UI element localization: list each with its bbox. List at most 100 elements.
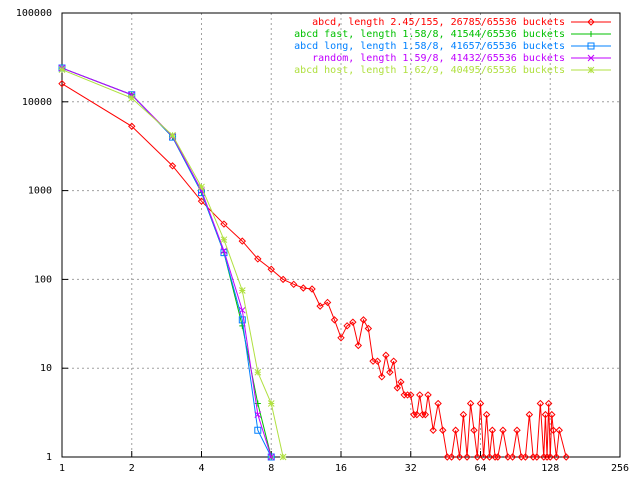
point	[299, 284, 308, 292]
point	[168, 162, 177, 170]
y-tick-label: 10	[40, 363, 52, 374]
x-tick-label: 16	[335, 463, 347, 474]
point	[373, 357, 382, 365]
series-line	[61, 69, 284, 458]
point	[429, 426, 437, 434]
legend-label: abcd fast, length 1.58/8, 41544/65536 bu…	[294, 29, 565, 40]
legend-label: abcd long, length 1.58/8, 41657/65536 bu…	[294, 41, 565, 52]
point	[439, 426, 447, 434]
x-tick-label: 128	[541, 463, 559, 474]
point	[343, 322, 351, 330]
point	[220, 220, 228, 228]
point	[267, 453, 275, 461]
point	[455, 453, 464, 461]
point	[254, 255, 262, 263]
point	[546, 453, 554, 461]
series-line	[61, 67, 272, 458]
y-tick-label: 10000	[22, 97, 52, 108]
point	[128, 122, 136, 130]
point	[451, 426, 460, 434]
legend-marker	[587, 18, 595, 26]
point	[466, 399, 475, 408]
point	[308, 285, 316, 293]
point	[416, 391, 424, 399]
point	[536, 399, 545, 408]
point	[403, 391, 412, 399]
point	[543, 453, 551, 461]
point	[485, 453, 494, 461]
point	[549, 426, 558, 434]
point	[494, 453, 502, 461]
x-tick-label: 1	[59, 463, 65, 474]
point	[349, 318, 357, 326]
y-tick-label: 100000	[16, 8, 52, 19]
point	[389, 357, 398, 365]
x-tick-label: 64	[474, 463, 486, 474]
point	[521, 453, 530, 461]
point	[488, 426, 497, 434]
point	[279, 275, 287, 284]
point	[410, 410, 418, 419]
point	[382, 351, 390, 359]
point	[447, 453, 456, 461]
point	[354, 341, 363, 350]
point	[378, 373, 386, 381]
point	[323, 298, 332, 307]
x-tick-label: 2	[129, 463, 135, 474]
point	[364, 324, 373, 333]
point	[491, 453, 499, 461]
y-tick-label: 1	[46, 452, 52, 463]
point	[525, 410, 534, 419]
point	[424, 391, 432, 399]
point	[421, 410, 430, 419]
legend-label: random, length 1.59/8, 41432/65536 bucke…	[312, 53, 565, 64]
point	[220, 247, 228, 255]
point	[330, 316, 339, 324]
point	[254, 368, 262, 376]
point	[473, 453, 482, 461]
legend-marker	[587, 54, 595, 62]
y-tick-label: 1000	[28, 186, 52, 197]
plot-frame	[61, 12, 621, 458]
point	[541, 410, 550, 419]
point	[482, 410, 491, 419]
x-tick-label: 256	[611, 463, 629, 474]
point	[279, 453, 287, 461]
point	[513, 426, 521, 434]
series-line	[61, 67, 272, 458]
point	[397, 378, 405, 386]
series-line	[61, 83, 567, 458]
point	[238, 237, 247, 245]
point	[476, 399, 485, 408]
point	[508, 453, 517, 461]
point	[479, 453, 488, 461]
legend-marker	[588, 31, 594, 37]
point	[169, 131, 176, 139]
point	[289, 280, 298, 289]
point	[407, 391, 415, 399]
point	[533, 453, 541, 461]
point	[316, 302, 324, 310]
point	[128, 94, 136, 102]
point	[434, 399, 442, 408]
point	[238, 306, 246, 314]
legend-marker	[587, 42, 595, 50]
x-tick-label: 8	[268, 463, 274, 474]
point	[386, 368, 394, 376]
point	[544, 399, 553, 408]
point	[499, 426, 507, 434]
point	[470, 426, 478, 434]
point	[552, 453, 561, 461]
point	[220, 236, 228, 244]
point	[548, 410, 556, 419]
x-tick-label: 32	[405, 463, 417, 474]
point	[58, 79, 66, 88]
point	[459, 410, 468, 419]
point	[359, 316, 368, 324]
point	[418, 410, 427, 419]
point	[555, 426, 563, 434]
legend-marker	[587, 66, 595, 74]
series-line	[61, 67, 272, 458]
